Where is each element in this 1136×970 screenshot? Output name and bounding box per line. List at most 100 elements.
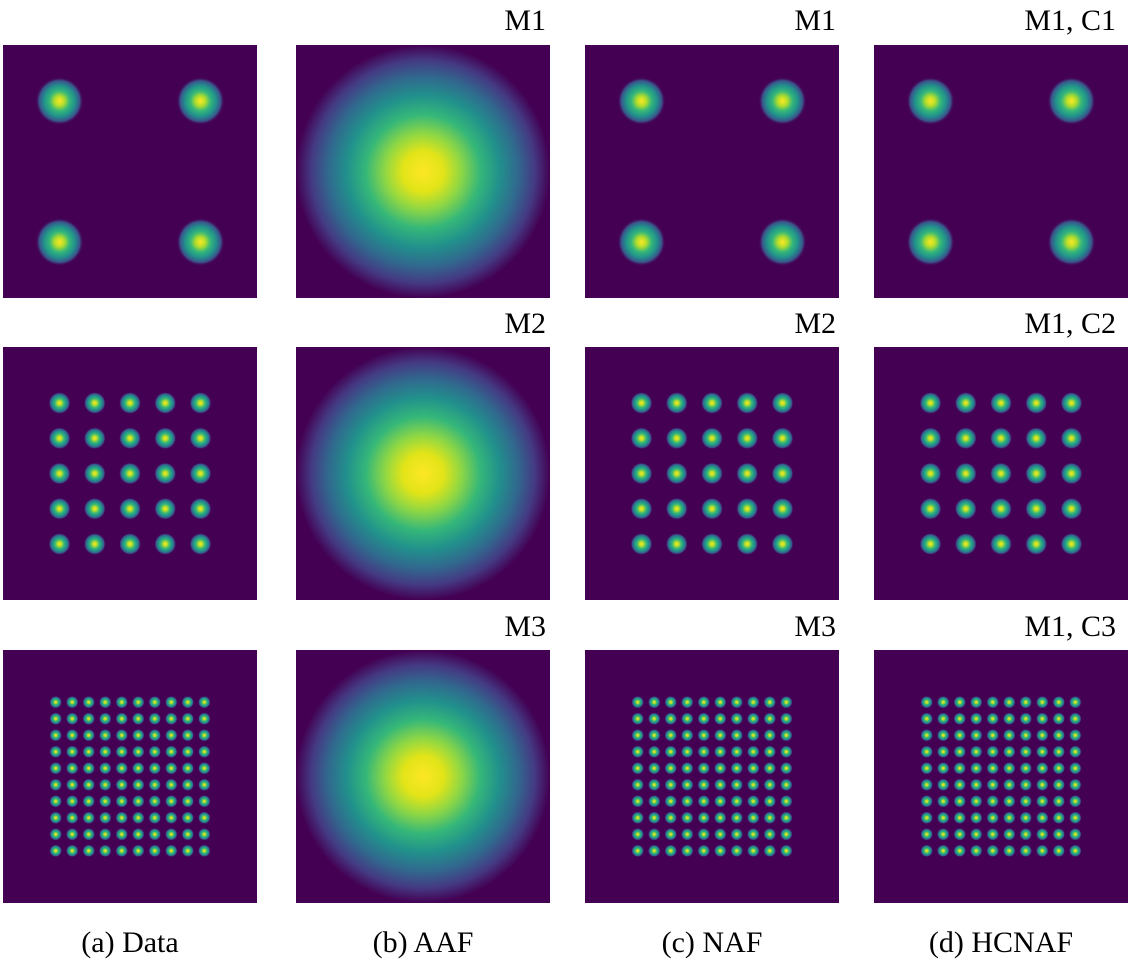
density-mode-hcnaf-row3 <box>1003 828 1016 841</box>
density-mode-hcnaf-row3 <box>970 795 983 808</box>
density-mode-naf-row3 <box>681 696 694 709</box>
density-mode-naf-row3 <box>747 712 760 725</box>
density-mode-data-row3 <box>82 762 95 775</box>
density-mode-hcnaf-row3 <box>970 778 983 791</box>
density-mode-data-row3 <box>82 811 95 824</box>
density-mode-data-row2 <box>48 427 71 450</box>
density-mode-data-row3 <box>115 729 128 742</box>
density-mode-hcnaf-row3 <box>1069 828 1082 841</box>
density-mode-hcnaf-row3 <box>937 762 950 775</box>
density-mode-naf-row3 <box>631 811 644 824</box>
density-mode-data-row3 <box>66 745 79 758</box>
density-mode-data-row2 <box>48 462 71 485</box>
density-mode-data-row3 <box>132 844 145 857</box>
density-mode-data-row2 <box>119 532 141 555</box>
density-mode-hcnaf-row3 <box>953 696 966 709</box>
density-mode-hcnaf-row3 <box>920 696 933 709</box>
density-mode-hcnaf-row2 <box>954 532 977 555</box>
density-mode-naf-row1 <box>758 77 807 126</box>
density-mode-data-row3 <box>99 729 112 742</box>
density-mode-data-row3 <box>198 729 211 742</box>
density-mode-naf-row3 <box>730 844 743 857</box>
density-mode-data-row3 <box>115 778 128 791</box>
density-mode-hcnaf-row3 <box>953 778 966 791</box>
density-mode-naf-row3 <box>763 778 776 791</box>
density-mode-naf-row3 <box>681 828 694 841</box>
density-mode-naf-row3 <box>681 745 694 758</box>
density-mode-hcnaf-row3 <box>937 811 950 824</box>
density-mode-hcnaf-row3 <box>1019 745 1032 758</box>
density-mode-naf-row2 <box>665 532 688 555</box>
density-mode-naf-row3 <box>780 811 793 824</box>
density-mode-naf-row3 <box>681 778 694 791</box>
density-mode-hcnaf-row3 <box>970 844 983 857</box>
panel-data-row3 <box>3 650 257 903</box>
density-mode-naf-row2 <box>665 497 688 520</box>
density-mode-hcnaf-row2 <box>919 532 942 555</box>
density-mode-hcnaf-row3 <box>1036 811 1049 824</box>
density-mode-hcnaf-row3 <box>1003 844 1016 857</box>
density-mode-hcnaf-row3 <box>920 729 933 742</box>
density-mode-hcnaf-row3 <box>937 795 950 808</box>
density-mode-data-row2 <box>119 462 141 485</box>
density-mode-data-row3 <box>181 696 194 709</box>
density-mode-hcnaf-row3 <box>1003 729 1016 742</box>
density-mode-hcnaf-row3 <box>953 844 966 857</box>
density-mode-data-row3 <box>181 795 194 808</box>
panel-label-hcnaf-row1: M1, C1 <box>1024 4 1116 37</box>
panel-label-aaf-row3: M3 <box>504 610 546 643</box>
panel-hcnaf-row3 <box>874 650 1128 903</box>
density-mode-naf-row3 <box>747 828 760 841</box>
panel-label-naf-row1: M1 <box>794 4 836 37</box>
density-mode-data-row3 <box>148 844 161 857</box>
density-mode-hcnaf-row3 <box>986 778 999 791</box>
density-mode-naf-row2 <box>630 532 653 555</box>
density-mode-data-row3 <box>66 778 79 791</box>
density-mode-naf-row3 <box>763 696 776 709</box>
density-mode-data-row3 <box>49 795 62 808</box>
density-mode-naf-row3 <box>714 844 727 857</box>
density-mode-naf-row3 <box>763 729 776 742</box>
density-mode-data-row3 <box>99 795 112 808</box>
density-mode-naf-row3 <box>631 778 644 791</box>
density-mode-naf-row2 <box>701 462 723 485</box>
density-mode-data-row2 <box>154 462 177 485</box>
density-mode-hcnaf-row3 <box>1069 762 1082 775</box>
density-mode-data-row3 <box>82 828 95 841</box>
density-mode-data-row3 <box>148 811 161 824</box>
density-mode-hcnaf-row3 <box>1036 712 1049 725</box>
density-mode-data-row3 <box>132 745 145 758</box>
density-mode-data-row2 <box>48 532 71 555</box>
density-mode-naf-row3 <box>780 745 793 758</box>
density-mode-naf-row3 <box>730 712 743 725</box>
density-mode-data-row3 <box>99 778 112 791</box>
density-mode-naf-row2 <box>736 497 759 520</box>
density-mode-naf-row3 <box>714 712 727 725</box>
density-mode-hcnaf-row2 <box>954 427 977 450</box>
density-mode-hcnaf-row3 <box>1052 811 1065 824</box>
density-mode-naf-row3 <box>697 844 710 857</box>
density-mode-naf-row3 <box>697 729 710 742</box>
density-mode-naf-row3 <box>697 762 710 775</box>
density-mode-naf-row3 <box>780 778 793 791</box>
density-mode-naf-row3 <box>697 795 710 808</box>
density-mode-naf-row3 <box>730 778 743 791</box>
density-mode-data-row3 <box>49 828 62 841</box>
density-mode-data-row2 <box>154 497 177 520</box>
density-mode-data-row3 <box>148 745 161 758</box>
density-mode-naf-row3 <box>664 745 677 758</box>
density-mode-hcnaf-row3 <box>920 844 933 857</box>
density-mode-data-row3 <box>66 828 79 841</box>
density-mode-hcnaf-row3 <box>1019 811 1032 824</box>
density-mode-data-row3 <box>132 778 145 791</box>
density-mode-hcnaf-row2 <box>990 497 1012 520</box>
density-mode-naf-row3 <box>681 795 694 808</box>
density-mode-hcnaf-row2 <box>990 532 1012 555</box>
density-mode-naf-row3 <box>648 778 661 791</box>
density-mode-naf-row3 <box>780 762 793 775</box>
density-mode-data-row3 <box>99 712 112 725</box>
density-mode-naf-row2 <box>771 497 794 520</box>
density-mode-hcnaf-row3 <box>953 795 966 808</box>
density-mode-naf-row2 <box>665 427 688 450</box>
